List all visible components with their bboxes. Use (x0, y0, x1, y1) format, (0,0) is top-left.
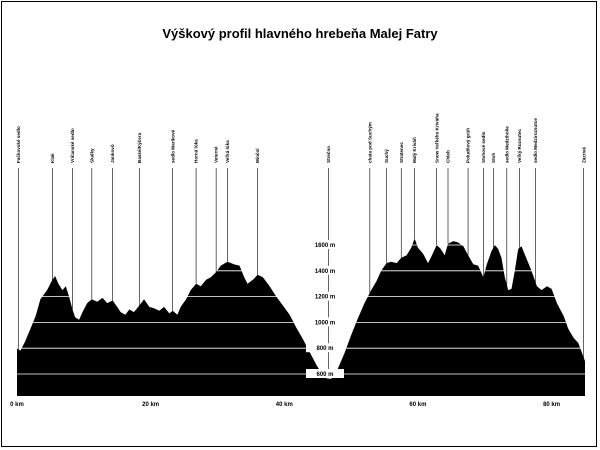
place-label: sedlo Medziholie (504, 126, 509, 163)
profile-layer (17, 238, 585, 396)
place-label: Zázrivá (581, 147, 586, 163)
x-tick-labels: 0 km 20 km 40 km 60 km 80 km (10, 402, 560, 408)
place-label: Vríčanské sedlo (70, 128, 75, 163)
place-label: Veterné (214, 146, 219, 163)
x-tick-label: 80 km (543, 402, 560, 408)
y-tick-label: 800 m (316, 346, 333, 352)
place-label: Veľký Rozsutec (517, 129, 522, 163)
place-label: Strečno (326, 146, 331, 163)
y-tick-label-bg (306, 343, 344, 353)
y-tick-label-bg (306, 240, 344, 249)
place-label: Stohové sedlo (481, 131, 486, 163)
place-label: Chleb (446, 150, 451, 163)
y-tick-labels: 600 m 800 m 1000 m 1200 m 1400 m 1600 m (306, 240, 344, 378)
grid-layer (17, 244, 585, 375)
place-label: Jankovô (110, 144, 115, 163)
y-tick-label-bg (306, 291, 344, 301)
place-label: chata pod Suchým (367, 122, 372, 163)
x-tick-label: 0 km (10, 402, 24, 408)
x-tick-label: 40 km (276, 402, 293, 408)
y-tick-label: 1200 m (315, 295, 335, 301)
y-tick-label: 1000 m (315, 320, 335, 326)
place-label: sedlo Maríkové (170, 129, 175, 163)
place-label: Fačkovské sedlo (16, 126, 21, 163)
place-label: Poludňový grúň (466, 128, 471, 163)
place-label: Stratenec (399, 142, 404, 163)
place-label: sedlo Medzirozsutce (533, 118, 538, 163)
y-tick-label-bg (306, 317, 344, 327)
place-label: Snow Veľkého Kriváňa (434, 113, 439, 163)
place-label: Minčol (255, 148, 260, 163)
y-tick-label-bg (306, 369, 344, 378)
x-tick-label: 60 km (409, 402, 426, 408)
y-tick-label: 1600 m (315, 243, 335, 249)
y-tick-label-bg (306, 265, 344, 275)
place-label: Baské/Kýčera (137, 132, 142, 163)
place-label: Horná lúka (194, 139, 199, 163)
place-label: Suchý (384, 149, 389, 163)
y-tick-label: 1400 m (315, 269, 335, 275)
place-label: Stoh (491, 153, 496, 163)
chart-title: Výškový profil hlavného hrebeňa Malej Fa… (162, 26, 438, 41)
place-label: Veľká lúka (225, 140, 230, 163)
label-layer: Fačkovské sedlo Klak Vríčanské sedlo Skalky… (16, 113, 586, 163)
elevation-profile-area (17, 238, 585, 396)
place-label: Skalky (89, 148, 94, 163)
y-tick-label: 600 m (316, 372, 333, 378)
x-tick-label: 20 km (142, 402, 159, 408)
marker-layer (18, 168, 584, 380)
place-label: Klak (50, 153, 55, 163)
place-label: Malý Kriváň (412, 137, 417, 163)
